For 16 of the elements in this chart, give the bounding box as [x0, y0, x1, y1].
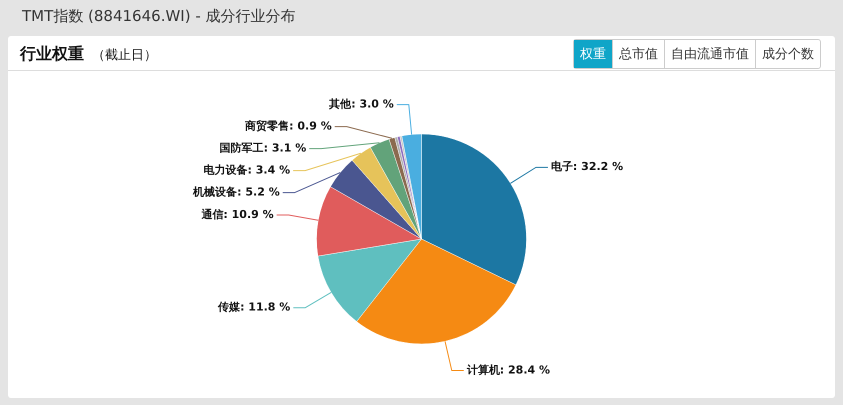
slice-label: 电子: 32.2 %: [550, 160, 624, 174]
slice-label: 计算机: 28.4 %: [466, 363, 550, 376]
slice-label: 商贸零售: 0.9 %: [244, 119, 332, 132]
text: 自由流通市值: [664, 40, 755, 68]
text: （截止日）: [92, 48, 157, 63]
text: 权重: [574, 40, 612, 68]
text: 行业权重: [20, 44, 84, 63]
slice-label: 传媒: 11.8 %: [217, 300, 290, 314]
slice-label: 机械设备: 5.2 %: [192, 185, 280, 198]
slice-label: 其他: 3.0 %: [328, 97, 394, 110]
slice-label: 通信: 10.9 %: [200, 208, 274, 221]
slice-label: 国防军工: 3.1 %: [220, 141, 306, 154]
slice-label: 电力设备: 3.4 %: [204, 163, 290, 176]
text: 成分个数: [755, 40, 820, 68]
chart-title: TMT指数 (8841646.WI) - 成分行业分布: [22, 7, 296, 26]
text: 总市值: [612, 40, 664, 68]
